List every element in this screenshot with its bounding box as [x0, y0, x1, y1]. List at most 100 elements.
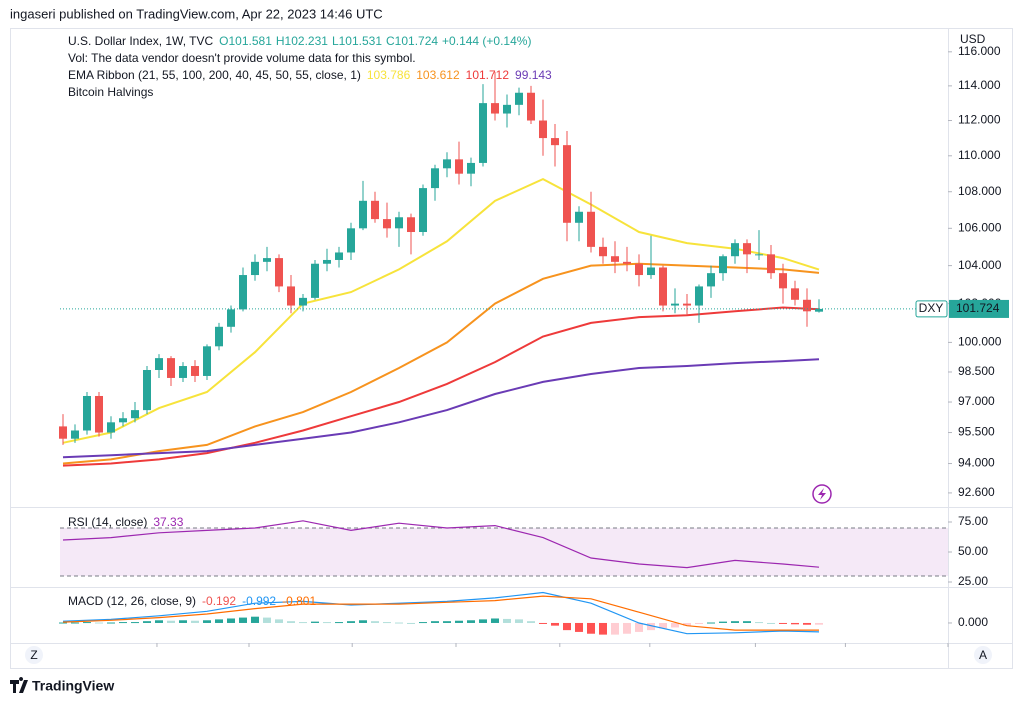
candle-body	[59, 426, 67, 439]
ema-label: EMA Ribbon (21, 55, 100, 200, 40, 45, 50…	[68, 68, 361, 82]
macd-histogram-bar	[215, 619, 223, 623]
y-tick-label: 95.500	[958, 425, 995, 439]
macd-histogram-bar	[599, 622, 607, 635]
brand-name: TradingView	[32, 678, 114, 694]
ema-value: 99.143	[515, 68, 552, 82]
macd-histogram-bar	[515, 619, 523, 623]
rsi-line	[62, 520, 820, 569]
y-tick-label: 75.00	[958, 514, 988, 528]
candle-body	[371, 200, 379, 220]
macd-histogram-bar	[467, 620, 475, 623]
candle-body	[395, 217, 403, 229]
x-tick-label: May	[238, 649, 261, 663]
candle-body	[539, 120, 547, 139]
ema-legend: EMA Ribbon (21, 55, 100, 200, 40, 45, 50…	[68, 68, 552, 82]
macd-histogram-bar	[743, 621, 751, 623]
y-tick-label: 114.000	[958, 78, 1001, 92]
macd-hist-value: -0.192	[202, 594, 236, 608]
halving-marker[interactable]	[812, 484, 832, 504]
macd-histogram-bar	[431, 621, 439, 623]
auto-label: A	[979, 648, 987, 662]
zoom-button[interactable]: Z	[25, 646, 43, 664]
candle-body	[167, 358, 175, 378]
macd-line	[62, 595, 819, 631]
auto-button[interactable]: A	[974, 646, 992, 664]
macd-histogram-bar	[695, 622, 703, 624]
macd-line	[62, 591, 820, 635]
macd-histogram-bar	[767, 622, 775, 624]
quote-close: C101.724	[386, 34, 438, 48]
y-tick-label: 50.00	[958, 544, 988, 558]
macd-histogram-bar	[659, 622, 667, 629]
candle-body	[215, 326, 223, 347]
y-tick-label: 112.000	[958, 113, 1001, 127]
macd-histogram-bar	[323, 622, 331, 624]
candle-body	[815, 308, 823, 312]
macd-histogram-bar	[227, 618, 235, 623]
signal-value: -0.801	[282, 594, 316, 608]
candle-body	[707, 273, 715, 287]
candle-body	[251, 261, 259, 276]
macd-histogram-bar	[791, 622, 799, 625]
macd-histogram-bar	[95, 622, 103, 624]
macd-histogram-bar	[335, 622, 343, 624]
zoom-label: Z	[30, 648, 37, 662]
macd-histogram-bar	[407, 622, 415, 624]
vol-note: Vol: The data vendor doesn't provide vol…	[68, 51, 416, 65]
macd-histogram-bar	[263, 617, 271, 623]
byline: ingaseri published on TradingView.com, A…	[10, 6, 383, 21]
macd-histogram-bar	[239, 617, 247, 623]
macd-histogram-bar	[539, 622, 547, 624]
macd-histogram-bar	[371, 621, 379, 623]
candle-body	[71, 430, 79, 439]
candle-body	[551, 138, 559, 146]
rsi-label: RSI (14, close)	[68, 515, 147, 529]
y-tick-label: 92.600	[958, 485, 995, 499]
macd-histogram-bar	[623, 622, 631, 634]
symbol-tag-label: DXY	[919, 301, 944, 315]
macd-histogram-bar	[503, 618, 511, 623]
macd-histogram-bar	[479, 619, 487, 623]
ema-line	[62, 177, 820, 444]
currency-label: USD	[960, 32, 986, 46]
macd-histogram-bar	[611, 622, 619, 635]
x-tick-label: Mar	[147, 649, 168, 663]
macd-histogram-bar	[167, 620, 175, 623]
candle-body	[599, 246, 607, 257]
macd-histogram-bar	[83, 622, 91, 624]
candle-body	[131, 410, 139, 419]
candle-body	[803, 299, 811, 312]
y-tick-label: 94.000	[958, 456, 995, 470]
axes: 116.000 114.000 112.000 110.000 108.000 106.0…	[147, 44, 1009, 663]
ema-value: 101.712	[466, 68, 510, 82]
candle-body	[611, 256, 619, 262]
quote-open: O101.581	[219, 34, 272, 48]
macd-histogram-bar	[191, 620, 199, 623]
candle-body	[695, 286, 703, 306]
halvings-note: Bitcoin Halvings	[68, 85, 153, 99]
candle-body	[419, 188, 427, 233]
candle-body	[515, 92, 523, 105]
macd-histogram-bar	[155, 620, 163, 623]
candle-body	[299, 297, 307, 306]
macd-legend: MACD (12, 26, close, 9) -0.192 -0.992 -0.80…	[68, 594, 316, 608]
candle-body	[191, 366, 199, 376]
rsi-band	[60, 528, 948, 576]
symbol-tag	[915, 300, 948, 318]
macd-histogram-bar	[395, 622, 403, 624]
macd-histogram-bar	[815, 622, 823, 625]
macd-histogram-bar	[719, 621, 727, 623]
candle-body	[479, 103, 487, 163]
x-tick-label: 2023	[636, 649, 663, 663]
macd-histogram-bar	[683, 622, 691, 626]
macd-label: MACD (12, 26, close, 9)	[68, 594, 196, 608]
candle-body	[443, 159, 451, 169]
ema-value: 103.786	[367, 68, 411, 82]
macd-histogram-bar	[419, 622, 427, 624]
macd-histogram-bar	[803, 622, 811, 625]
macd-histogram-bar	[251, 616, 259, 623]
candle-body	[587, 211, 595, 247]
macd-histogram-bar	[671, 622, 679, 628]
candle-body	[263, 258, 271, 262]
x-tick-label: May	[834, 649, 857, 663]
